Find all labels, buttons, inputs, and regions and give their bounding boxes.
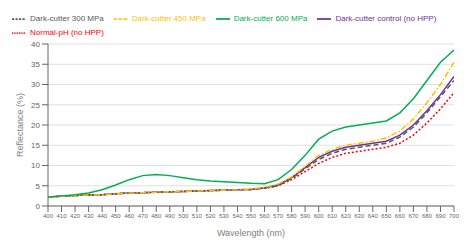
svg-text:480: 480 [151,213,162,219]
svg-text:5: 5 [36,182,41,191]
svg-text:20: 20 [31,121,40,130]
svg-text:700: 700 [449,213,460,219]
svg-text:510: 510 [192,213,203,219]
html-text:Dark-cutter 450 MPa: Dark-cutter 450 MPa [131,14,206,24]
svg-text:500: 500 [178,213,189,219]
svg-text:680: 680 [422,213,433,219]
html-text:Dark-cutter 600 MPa: Dark-cutter 600 MPa [233,14,308,24]
svg-text:470: 470 [138,213,149,219]
svg-text:460: 460 [124,213,135,219]
html-text:Dark-cutter 300 MPa: Dark-cutter 300 MPa [30,14,104,24]
svg-text:430: 430 [84,213,95,219]
svg-text:490: 490 [165,213,176,219]
svg-text:25: 25 [31,101,40,110]
svg-text:660: 660 [395,213,406,219]
svg-text:15: 15 [31,141,40,150]
svg-text:550: 550 [246,213,257,219]
svg-text:Reflectance (%): Reflectance (%) [15,93,25,157]
svg-text:540: 540 [232,213,243,219]
svg-text:590: 590 [300,213,311,219]
svg-text:440: 440 [97,213,108,219]
svg-text:450: 450 [111,213,122,219]
svg-text:530: 530 [219,213,230,219]
svg-text:0: 0 [36,202,41,211]
svg-text:Wavelength (nm): Wavelength (nm) [217,228,285,238]
svg-text:610: 610 [327,213,338,219]
svg-text:670: 670 [408,213,419,219]
svg-text:580: 580 [287,213,298,219]
svg-text:420: 420 [70,213,81,219]
svg-text:690: 690 [435,213,446,219]
html-text:Normal-pH (no HPP): Normal-pH (no HPP) [30,28,104,38]
svg-text:560: 560 [260,213,271,219]
svg-text:30: 30 [31,80,40,89]
svg-text:600: 600 [314,213,325,219]
svg-text:40: 40 [31,40,40,49]
svg-text:35: 35 [31,60,40,69]
svg-text:630: 630 [354,213,365,219]
svg-text:570: 570 [273,213,284,219]
svg-text:400: 400 [43,213,54,219]
svg-text:640: 640 [368,213,379,219]
svg-text:10: 10 [31,161,40,170]
svg-text:410: 410 [57,213,68,219]
svg-text:620: 620 [341,213,352,219]
html-text:Dark-cutter control (no HPP): Dark-cutter control (no HPP) [335,14,437,24]
svg-text:520: 520 [205,213,216,219]
svg-text:650: 650 [381,213,392,219]
